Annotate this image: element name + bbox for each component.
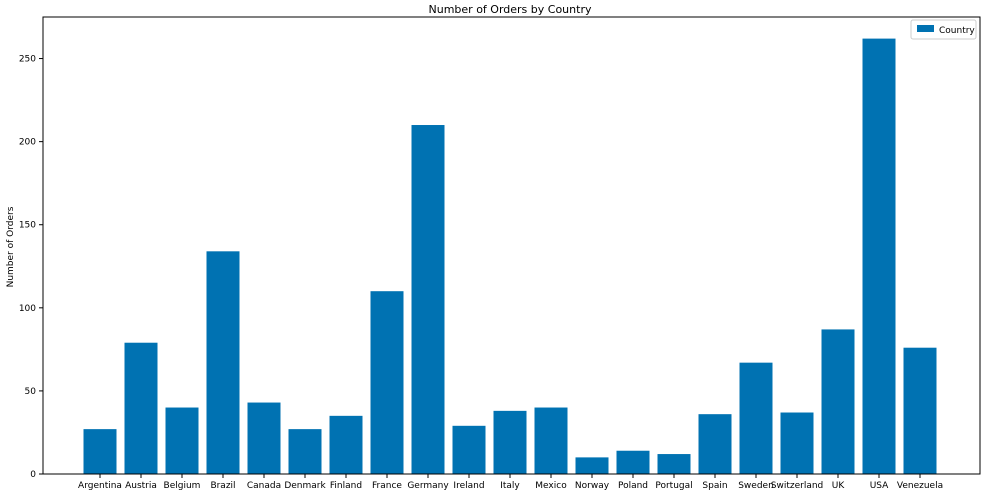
- y-tick-label: 250: [19, 55, 36, 65]
- y-axis-label: Number of Orders: [6, 206, 16, 287]
- bar-denmark: [288, 429, 322, 474]
- x-tick-label: Canada: [247, 481, 281, 491]
- x-axis-ticks: Argentina Austria Belgium Brazil Canada Denma…: [78, 474, 943, 491]
- y-tick-label: 150: [19, 221, 36, 231]
- x-tick-label: Ireland: [453, 481, 484, 491]
- bar-mexico: [534, 407, 568, 474]
- x-tick-label: Sweden: [738, 481, 774, 491]
- legend-swatch: [917, 25, 934, 32]
- bar-belgium: [165, 407, 199, 474]
- legend: Country: [910, 19, 977, 40]
- bar-finland: [329, 415, 363, 474]
- x-tick-label: Mexico: [535, 481, 567, 491]
- bar-brazil: [206, 251, 240, 474]
- bar-germany: [411, 125, 445, 474]
- x-tick-label: Austria: [125, 481, 157, 491]
- x-tick-label: Italy: [500, 481, 520, 491]
- bar-austria: [124, 342, 158, 474]
- y-axis-ticks: 0 50 100 150 200 250: [19, 55, 43, 480]
- x-tick-label: Belgium: [164, 481, 201, 491]
- x-tick-label: Poland: [618, 481, 648, 491]
- bar-spain: [698, 414, 732, 474]
- x-tick-label: UK: [832, 481, 846, 491]
- plot-area-frame: [42, 16, 981, 475]
- bar-italy: [493, 410, 527, 474]
- x-tick-label: France: [372, 481, 402, 491]
- x-tick-label: Finland: [330, 481, 362, 491]
- x-tick-label: Switzerland: [771, 481, 824, 491]
- bar-usa: [862, 38, 896, 474]
- y-tick-label: 0: [30, 470, 36, 480]
- x-tick-label: Brazil: [210, 481, 235, 491]
- bar-argentina: [83, 429, 117, 474]
- x-tick-label: Spain: [702, 481, 727, 491]
- x-tick-label: Germany: [407, 481, 449, 491]
- bar-portugal: [657, 454, 691, 474]
- chart-title: Number of Orders by Country: [429, 3, 592, 16]
- bar-canada: [247, 402, 281, 474]
- legend-label: Country: [939, 26, 975, 36]
- bar-ireland: [452, 425, 486, 474]
- legend-frame: [910, 19, 977, 40]
- x-tick-label: Venezuela: [897, 481, 943, 491]
- y-tick-label: 200: [19, 138, 36, 148]
- bar-uk: [821, 329, 855, 474]
- bar-venezuela: [903, 347, 937, 474]
- bar-poland: [616, 450, 650, 474]
- x-tick-label: Argentina: [78, 481, 122, 491]
- bar-france: [370, 291, 404, 474]
- x-tick-label: USA: [870, 481, 889, 491]
- bar-norway: [575, 457, 609, 474]
- x-tick-label: Portugal: [655, 481, 692, 491]
- bar-sweden: [739, 362, 773, 474]
- y-tick-label: 100: [19, 304, 36, 314]
- x-tick-label: Denmark: [284, 481, 326, 491]
- bars-group: [83, 38, 937, 474]
- bar-switzerland: [780, 412, 814, 474]
- y-tick-label: 50: [25, 387, 37, 397]
- x-tick-label: Norway: [575, 481, 610, 491]
